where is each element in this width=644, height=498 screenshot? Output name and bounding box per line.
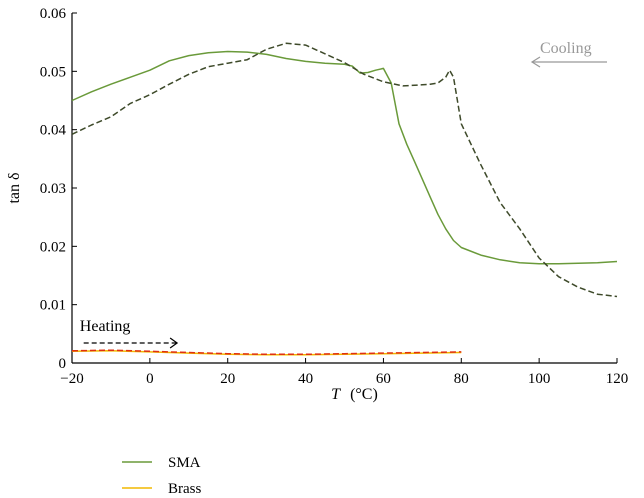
x-tick-label: 40	[298, 371, 313, 387]
legend-label-brass: Brass	[168, 481, 201, 497]
y-tick-label: 0.01	[40, 298, 66, 314]
x-tick-label: 120	[606, 371, 629, 387]
x-tick-label: 60	[376, 371, 391, 387]
annotations: Heating Cooling	[80, 40, 607, 349]
x-tick-label: 100	[528, 371, 551, 387]
axes: 00.010.020.030.040.050.06−20 0 20 40 60 80 100…	[40, 6, 629, 387]
y-tick-label: 0.05	[40, 64, 66, 80]
heating-arrowhead	[169, 337, 179, 349]
cooling-annotation-label: Cooling	[540, 40, 592, 57]
series-layer	[71, 42, 618, 356]
x-tick-label: −20	[60, 371, 83, 387]
x-tick-label: 0	[146, 371, 154, 387]
y-axis-label: tan δ	[6, 172, 23, 203]
series-line-1	[71, 42, 618, 298]
y-tick-label: 0.02	[40, 239, 66, 255]
y-tick-label: 0.06	[40, 6, 67, 22]
x-axis-label-variable: T	[331, 386, 341, 403]
series-line-3	[71, 349, 462, 356]
y-tick-label: 0	[59, 356, 67, 372]
legend-label-sma: SMA	[168, 455, 201, 471]
y-tick-label: 0.04	[40, 123, 67, 139]
series-line-0	[71, 50, 618, 265]
x-axis-label-unit: (°C)	[350, 386, 378, 403]
legend: SMA Brass	[122, 455, 201, 497]
heating-annotation-label: Heating	[80, 318, 131, 335]
x-tick-label: 20	[220, 371, 235, 387]
x-tick-label: 80	[454, 371, 469, 387]
x-axis-label: T (°C)	[331, 386, 378, 403]
cooling-arrowhead	[530, 56, 541, 68]
y-tick-label: 0.03	[40, 181, 66, 197]
